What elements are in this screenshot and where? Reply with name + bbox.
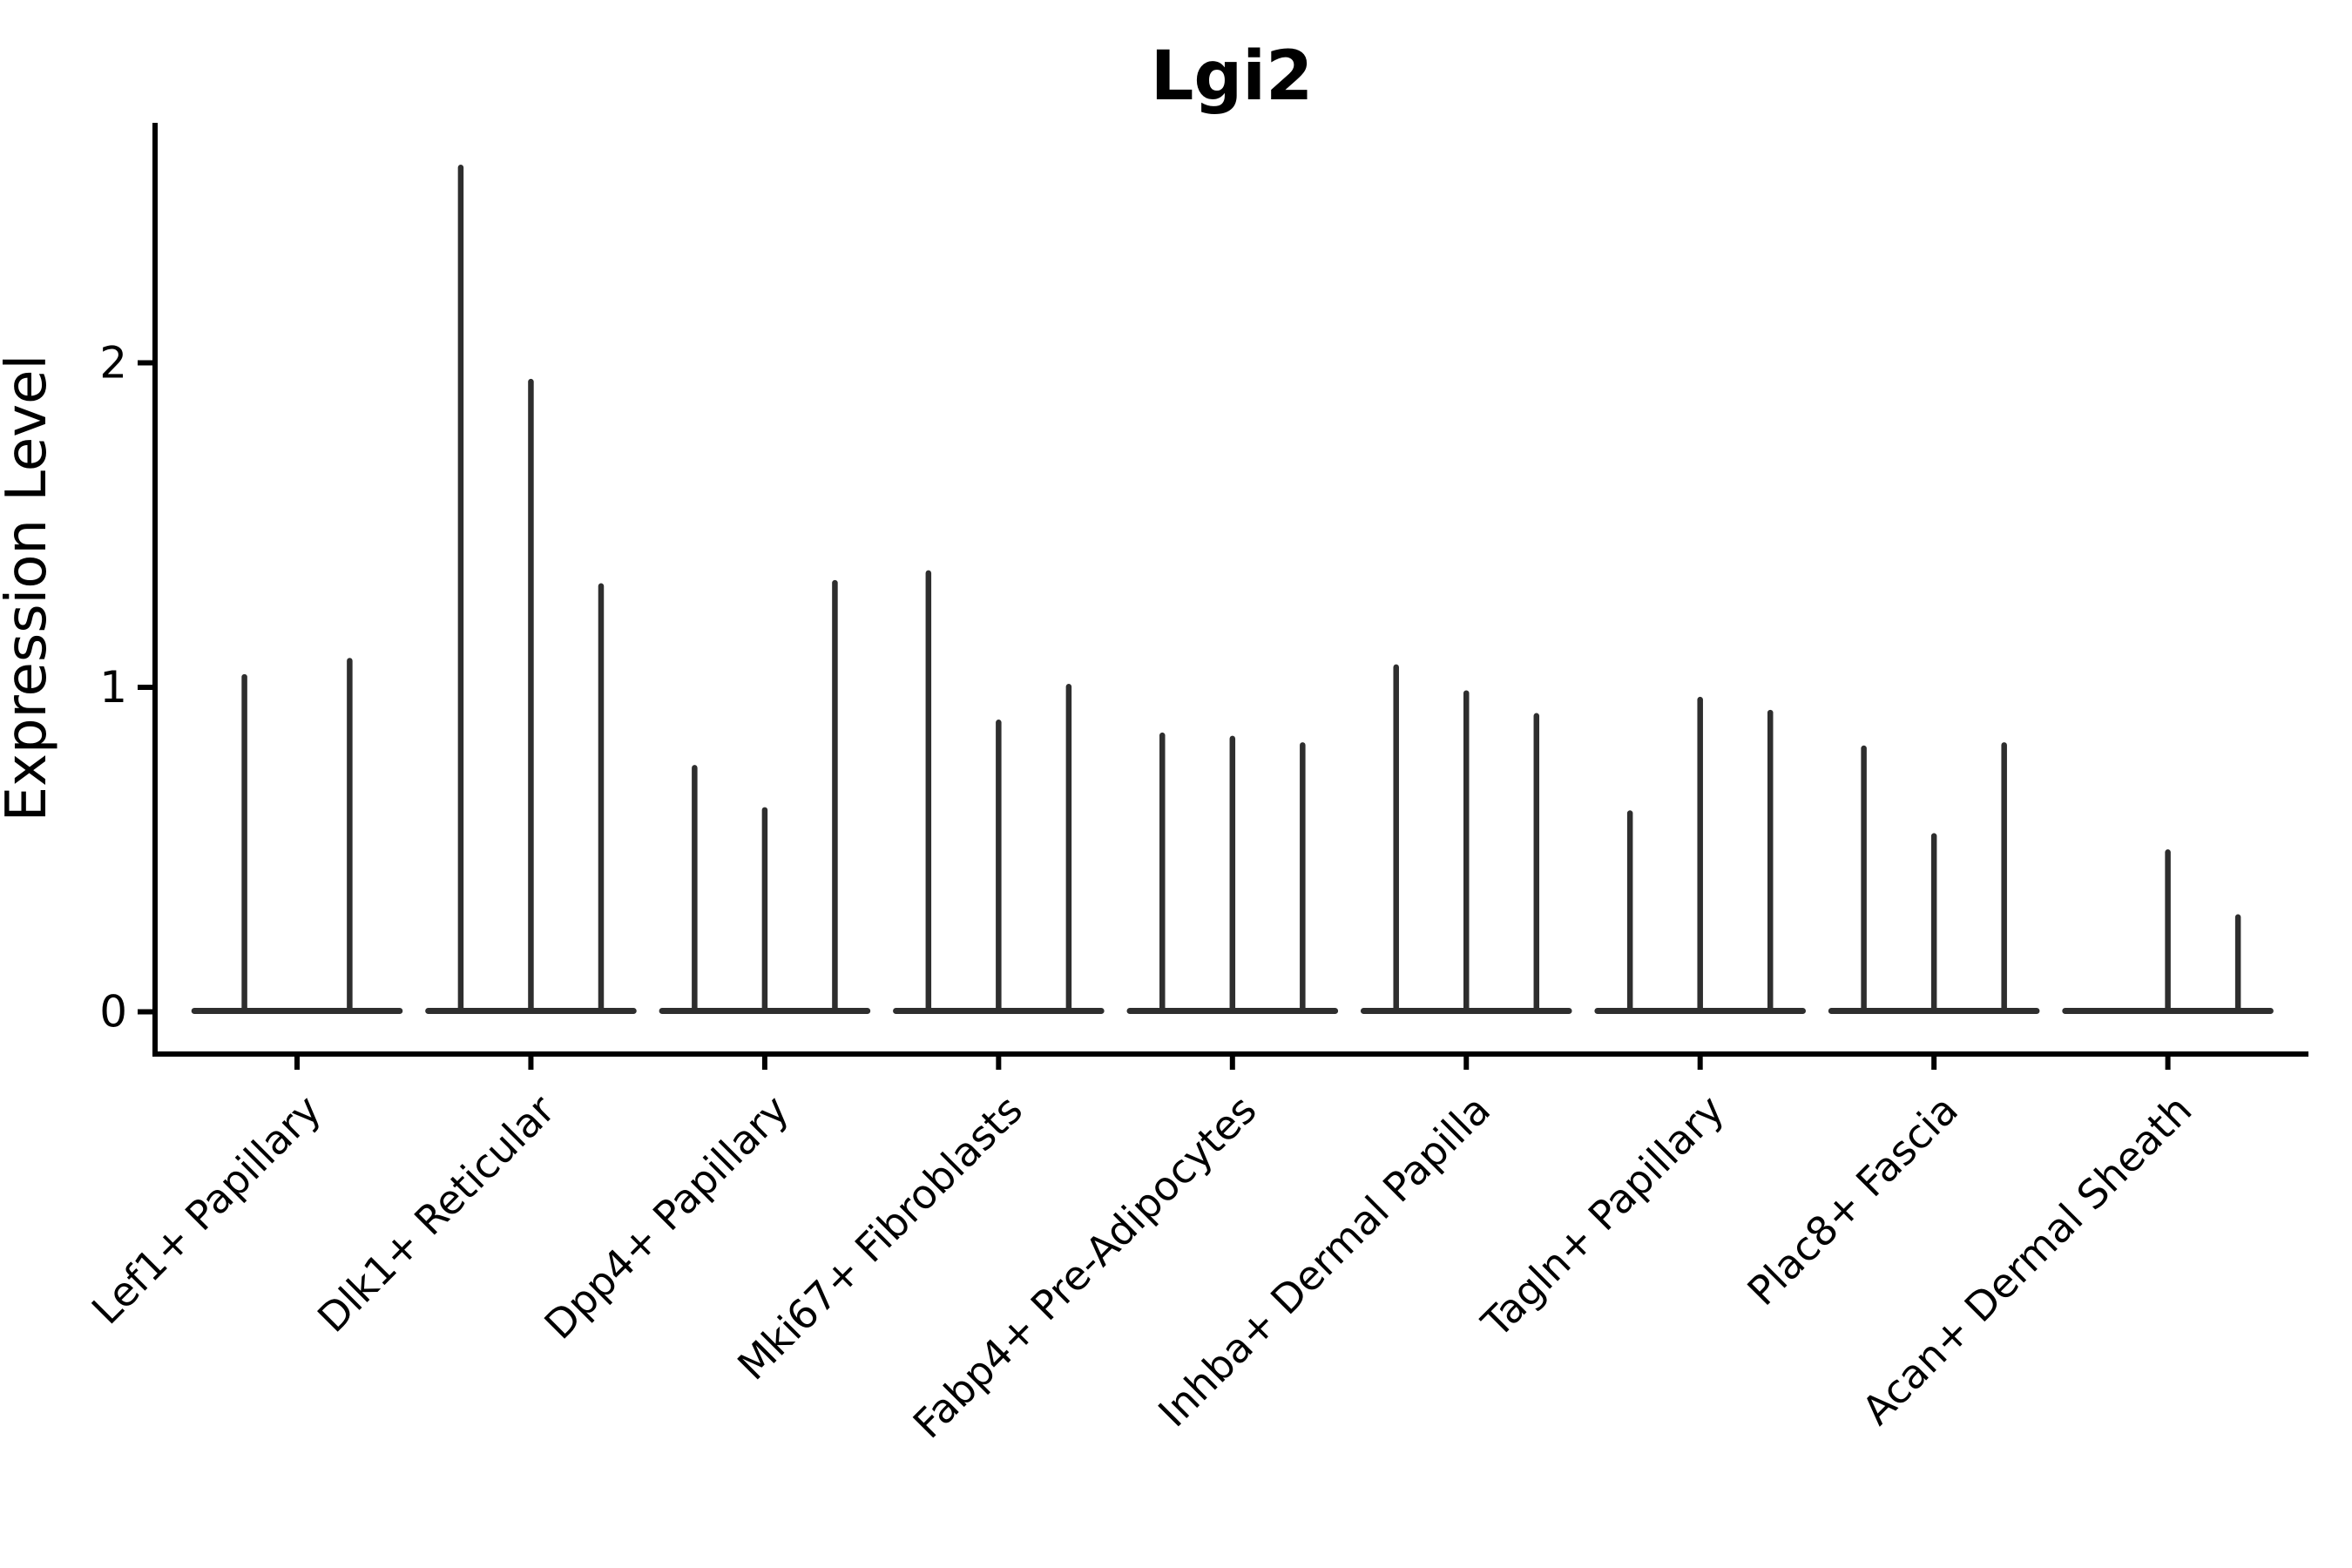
y-axis-ticks: 0 1 2 bbox=[99, 338, 155, 1037]
chart-title: Lgi2 bbox=[1151, 37, 1314, 116]
violins bbox=[191, 165, 2274, 1014]
x-tick-label: Lef1+ Papillary bbox=[83, 1086, 330, 1334]
x-tick-label: Plac8+ Fascia bbox=[1739, 1086, 1967, 1315]
y-tick-label: 1 bbox=[99, 662, 127, 713]
y-axis-label: Expression Level bbox=[0, 355, 59, 822]
x-tick-label: Tagln+ Papillary bbox=[1472, 1086, 1734, 1348]
x-tick-label: Dlk1+ Reticular bbox=[308, 1086, 564, 1342]
x-tick-label: Dpp4+ Papillary bbox=[535, 1086, 797, 1348]
y-tick-label: 2 bbox=[99, 338, 127, 389]
y-tick-label: 0 bbox=[99, 987, 127, 1037]
